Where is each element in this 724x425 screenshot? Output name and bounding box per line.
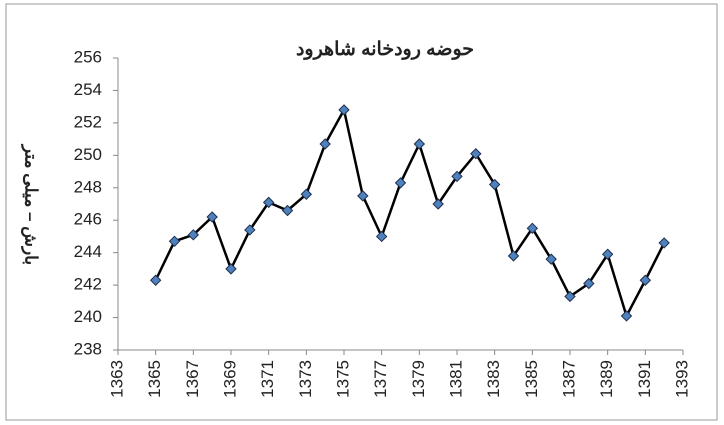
marker xyxy=(149,274,162,286)
marker xyxy=(375,230,388,243)
marker xyxy=(432,198,444,210)
marker xyxy=(357,190,369,202)
x-tick-label: 1379 xyxy=(409,360,428,398)
marker xyxy=(413,138,426,150)
y-tick-label: 238 xyxy=(74,339,102,358)
marker xyxy=(526,222,539,235)
chart-title: حوضه رودخانه شاهرود xyxy=(296,39,474,60)
y-tick-label: 240 xyxy=(74,307,102,326)
marker xyxy=(319,138,331,150)
y-tick-label: 250 xyxy=(74,145,102,164)
x-tick-label: 1387 xyxy=(559,360,578,398)
marker xyxy=(394,177,407,189)
marker xyxy=(300,188,313,200)
y-tick-label: 252 xyxy=(74,112,102,131)
marker xyxy=(187,229,200,241)
y-tick-label: 246 xyxy=(74,210,102,229)
marker xyxy=(658,237,670,249)
marker xyxy=(583,277,595,290)
marker xyxy=(262,196,275,209)
y-tick-label: 242 xyxy=(74,275,102,294)
y-tick-label: 244 xyxy=(74,242,102,261)
x-tick-label: 1375 xyxy=(333,360,352,398)
y-tick-label: 256 xyxy=(74,47,102,66)
x-tick-label: 1367 xyxy=(183,360,202,398)
marker xyxy=(206,211,218,223)
x-tick-label: 1393 xyxy=(672,360,691,398)
marker xyxy=(244,224,256,236)
marker xyxy=(564,290,576,303)
marker xyxy=(225,263,237,275)
frame xyxy=(5,3,718,421)
marker xyxy=(168,235,181,248)
y-tick-label: 248 xyxy=(74,177,102,196)
marker xyxy=(470,148,482,160)
y-axis-label: بارش – میلی متر xyxy=(21,143,41,265)
y-tick-label: 254 xyxy=(74,80,102,99)
marker xyxy=(507,250,520,262)
x-tick-label: 1369 xyxy=(220,360,239,398)
marker xyxy=(545,253,557,265)
x-tick-label: 1391 xyxy=(635,360,654,398)
x-tick-label: 1377 xyxy=(371,360,390,398)
x-tick-label: 1363 xyxy=(107,360,126,398)
line xyxy=(154,106,666,320)
x-tick-label: 1383 xyxy=(484,360,503,398)
marker xyxy=(451,170,463,183)
marker xyxy=(620,310,633,322)
x-tick-label: 1381 xyxy=(446,360,465,398)
x-tick-label: 1389 xyxy=(597,360,616,398)
marker xyxy=(639,274,652,286)
marker xyxy=(601,248,614,260)
x-tick-label: 1385 xyxy=(522,360,541,398)
x-tick-label: 1371 xyxy=(258,360,277,398)
marker xyxy=(338,104,350,116)
marker xyxy=(488,178,501,191)
x-tick-label: 1365 xyxy=(145,360,164,398)
x-tick-label: 1373 xyxy=(296,360,315,398)
marker xyxy=(281,204,294,217)
